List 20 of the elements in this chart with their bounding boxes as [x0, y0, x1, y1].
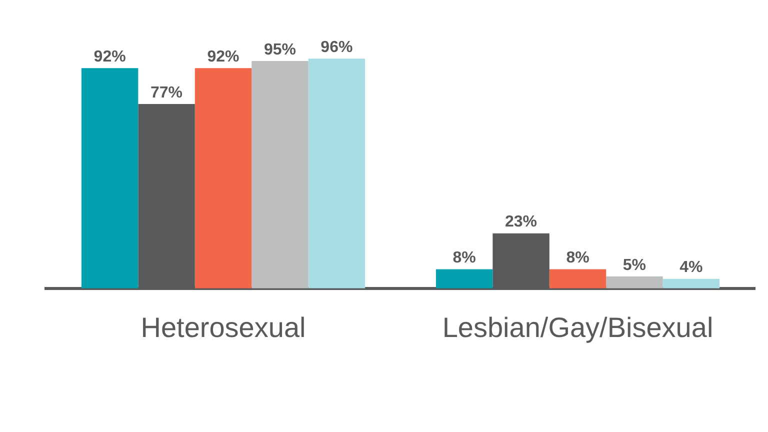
data-label: 4%: [680, 259, 703, 276]
bar: [308, 58, 366, 288]
data-label: 8%: [566, 250, 590, 267]
bar: [549, 269, 606, 288]
data-label: 77%: [150, 84, 183, 102]
x-tick-label: Lesbian/Gay/Bisexual: [442, 312, 714, 343]
bar: [662, 278, 720, 288]
data-label: 8%: [452, 250, 476, 267]
data-label: 96%: [320, 38, 353, 56]
data-label: 5%: [622, 256, 646, 274]
data-label: 23%: [505, 214, 538, 231]
bar: [194, 68, 252, 288]
x-tick-label: Heterosexual: [140, 312, 306, 343]
bar: [81, 68, 138, 288]
data-label: 92%: [94, 48, 126, 66]
bar: [606, 276, 663, 288]
data-label: 92%: [207, 48, 240, 66]
data-label: 95%: [264, 41, 296, 58]
bar: [436, 269, 493, 288]
bar: [252, 60, 308, 288]
